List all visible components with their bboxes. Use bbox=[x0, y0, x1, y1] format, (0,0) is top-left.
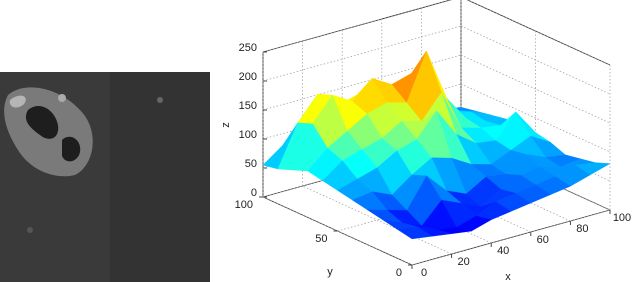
image-speck bbox=[27, 227, 33, 233]
grid-line bbox=[460, 83, 611, 153]
grid-line bbox=[262, 54, 462, 111]
micrograph bbox=[0, 72, 210, 282]
y-tick-label: 50 bbox=[315, 233, 327, 245]
z-tick-label: 0 bbox=[251, 187, 257, 199]
image-shade bbox=[110, 72, 210, 282]
z-tick-label: 250 bbox=[239, 42, 257, 54]
grid-line bbox=[262, 25, 462, 82]
x-tick-label: 40 bbox=[497, 245, 509, 257]
z-tick-label: 50 bbox=[245, 158, 257, 170]
surface-patch bbox=[396, 226, 433, 240]
y-axis-label: y bbox=[327, 266, 333, 278]
grid-line bbox=[262, 0, 452, 53]
x-tick-label: 60 bbox=[537, 234, 549, 246]
image-speck bbox=[58, 94, 66, 102]
z-tick-label: 100 bbox=[239, 129, 257, 141]
image-highlight bbox=[9, 95, 26, 108]
axis-line bbox=[262, 0, 452, 53]
x-tick-label: 80 bbox=[576, 223, 588, 235]
z-tick-label: 150 bbox=[239, 100, 257, 112]
x-tick-label: 0 bbox=[421, 267, 427, 279]
grid-line bbox=[411, 209, 611, 266]
x-tick-label: 20 bbox=[457, 256, 469, 268]
grid-line bbox=[460, 54, 611, 124]
x-axis-label: x bbox=[505, 271, 511, 282]
z-tick-label: 200 bbox=[239, 71, 257, 83]
image-hole bbox=[62, 136, 81, 162]
image-speck bbox=[157, 97, 163, 103]
y-tick-label: 100 bbox=[235, 199, 253, 211]
z-axis-label: z bbox=[220, 122, 232, 128]
grid-line bbox=[302, 185, 452, 255]
x-tick-label: 100 bbox=[613, 212, 631, 224]
image-hole bbox=[25, 105, 59, 139]
y-tick-label: 0 bbox=[396, 267, 402, 279]
